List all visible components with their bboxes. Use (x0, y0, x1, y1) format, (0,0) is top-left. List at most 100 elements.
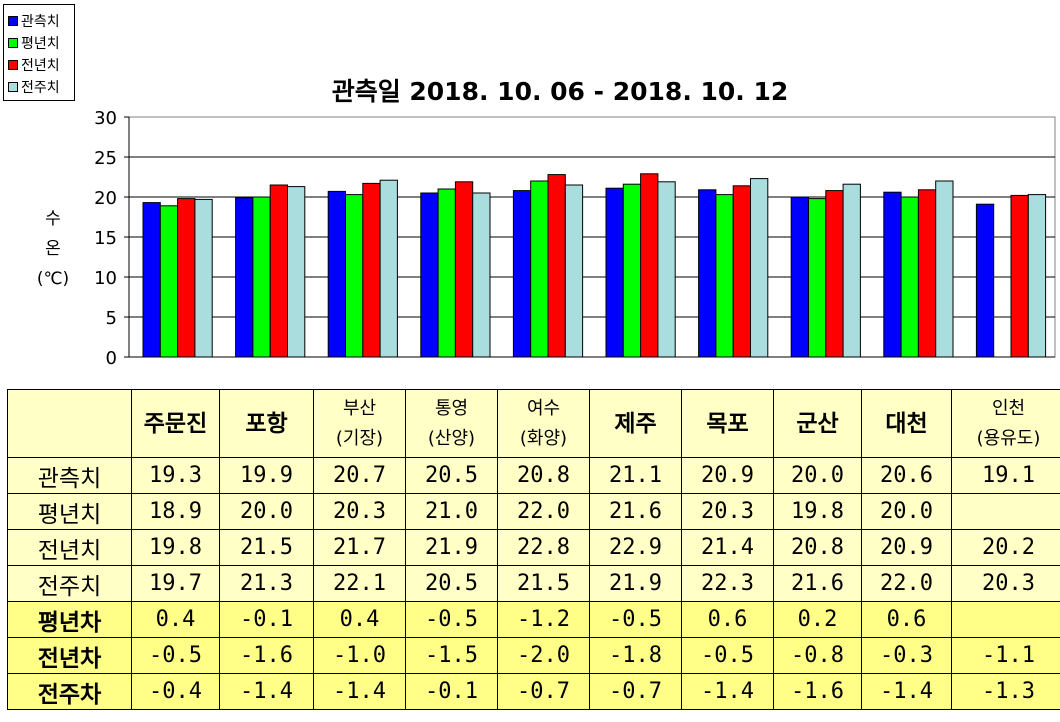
header-line: 제주 (614, 410, 657, 437)
table-row: 전년치 19.8 21.5 21.7 21.9 22.8 22.9 21.4 20.8 20.9 2… (7, 529, 1060, 566)
table-header-cell: 부산 (기장) (313, 389, 406, 458)
header-line: 통영 (434, 397, 469, 419)
bar (159, 205, 179, 358)
table-cell: 20.9 (861, 529, 952, 566)
legend-item: 관측치 (8, 10, 74, 32)
table-cell: 19.7 (131, 565, 220, 602)
legend-swatch (8, 16, 18, 26)
table-cell: 20.0 (773, 457, 862, 494)
table-cell: 21.5 (497, 565, 590, 602)
header-line: 부산 (342, 397, 377, 419)
bar (657, 181, 676, 358)
bar (842, 183, 861, 358)
row-label: 관측치 (7, 457, 132, 494)
table-cell: 19.9 (219, 457, 314, 494)
table-cell: 0.6 (861, 601, 952, 638)
bar (547, 174, 566, 358)
table-cell: 21.9 (405, 529, 498, 566)
table-cell: -1.5 (405, 637, 498, 674)
bar (454, 181, 474, 358)
table-cell: -1.3 (951, 673, 1060, 710)
table-corner-cell (7, 389, 132, 458)
table-cell: -0.5 (681, 637, 774, 674)
legend-swatch (8, 38, 18, 48)
bar (698, 189, 717, 358)
table-row: 전주차 -0.4 -1.4 -1.4 -0.1 -0.7 -0.7 -1.4 -1.6 -1.4-… (7, 673, 1060, 710)
table-cell: 18.9 (131, 493, 220, 530)
table-cell: 20.2 (951, 529, 1060, 566)
table-cell: 20.3 (681, 493, 774, 530)
chart-title: 관측일 2018. 10. 06 - 2018. 10. 12 (0, 72, 1060, 108)
legend-swatch (8, 82, 18, 92)
table-cell: 21.3 (219, 565, 314, 602)
bar (287, 186, 306, 358)
row-label: 전년치 (7, 529, 132, 566)
bar (975, 203, 995, 358)
bar (715, 194, 734, 358)
header-line: (용유도) (976, 427, 1041, 449)
header-line: 포항 (245, 410, 288, 437)
bar (327, 190, 347, 358)
table-cell: 21.4 (681, 529, 774, 566)
legend-swatch (8, 60, 18, 70)
table-cell: -0.5 (131, 637, 220, 674)
legend-label: 관측치 (21, 14, 60, 30)
bar (437, 188, 456, 358)
table-cell: -1.0 (313, 637, 406, 674)
table-cell: 21.9 (589, 565, 682, 602)
bar (790, 196, 810, 358)
table-header-row: 주문진 포항 부산 (기장) 통영 (산양) 여수 (화양) 제주 목포 군산 대천 인천 (용유도) (7, 389, 1060, 458)
bar (808, 198, 827, 358)
bar (732, 185, 752, 358)
table-row: 평년차 0.4 -0.1 0.4 -0.5 -1.2 -0.5 0.6 0.2 0.6 (7, 601, 1060, 638)
bar (1027, 194, 1047, 358)
bar (177, 198, 196, 358)
legend-label: 전주치 (21, 80, 60, 96)
table-cell: -0.7 (497, 673, 590, 710)
bar (917, 189, 937, 358)
table-cell: -0.8 (773, 637, 862, 674)
bar (362, 182, 381, 358)
bar-chart: 0 5 10 15 20 25 30 (94, 108, 1056, 369)
bar (194, 198, 213, 358)
chart-legend: 관측치 평년치 전년치 전주치 (3, 4, 75, 101)
table-cell: 19.8 (131, 529, 220, 566)
table-row: 전년차 -0.5 -1.6 -1.0 -1.5 -2.0 -1.8 -0.5 -0.8 -0.3-… (7, 637, 1060, 674)
table-header-cell: 대천 (861, 389, 952, 458)
bar (379, 179, 398, 358)
bar (472, 192, 491, 358)
table-header-cell: 인천 (용유도) (951, 389, 1060, 458)
table-cell: 20.0 (219, 493, 314, 530)
table-cell: 20.5 (405, 565, 498, 602)
table-cell: 20.3 (951, 565, 1060, 602)
table-cell: 20.7 (313, 457, 406, 494)
table-cell: 19.1 (951, 457, 1060, 494)
y-tick-label: 25 (94, 148, 117, 169)
header-line: (화양) (519, 427, 568, 449)
bar (883, 191, 902, 358)
legend-item: 전주치 (8, 76, 74, 98)
bar (605, 187, 624, 358)
y-axis-label: 수 온 (℃) (36, 209, 70, 289)
header-line: (기장) (335, 427, 384, 449)
table-cell: 22.9 (589, 529, 682, 566)
row-label: 전주차 (7, 673, 132, 710)
table-header-cell: 군산 (773, 389, 862, 458)
table-cell: -0.1 (405, 673, 498, 710)
table-header-cell: 주문진 (131, 389, 220, 458)
bar (900, 196, 919, 358)
bar (235, 197, 254, 358)
bar (622, 183, 642, 358)
table-cell: -0.7 (589, 673, 682, 710)
table-cell: -1.4 (861, 673, 952, 710)
y-tick-label: 0 (106, 348, 117, 369)
bar (345, 194, 364, 358)
table-cell: -1.2 (497, 601, 590, 638)
table-cell: -1.6 (773, 673, 862, 710)
legend-item: 전년치 (8, 54, 74, 76)
row-label: 평년치 (7, 493, 132, 530)
bar (825, 190, 844, 358)
y-tick-label: 5 (106, 308, 117, 329)
table-header-cell: 제주 (589, 389, 682, 458)
bar (750, 178, 769, 358)
